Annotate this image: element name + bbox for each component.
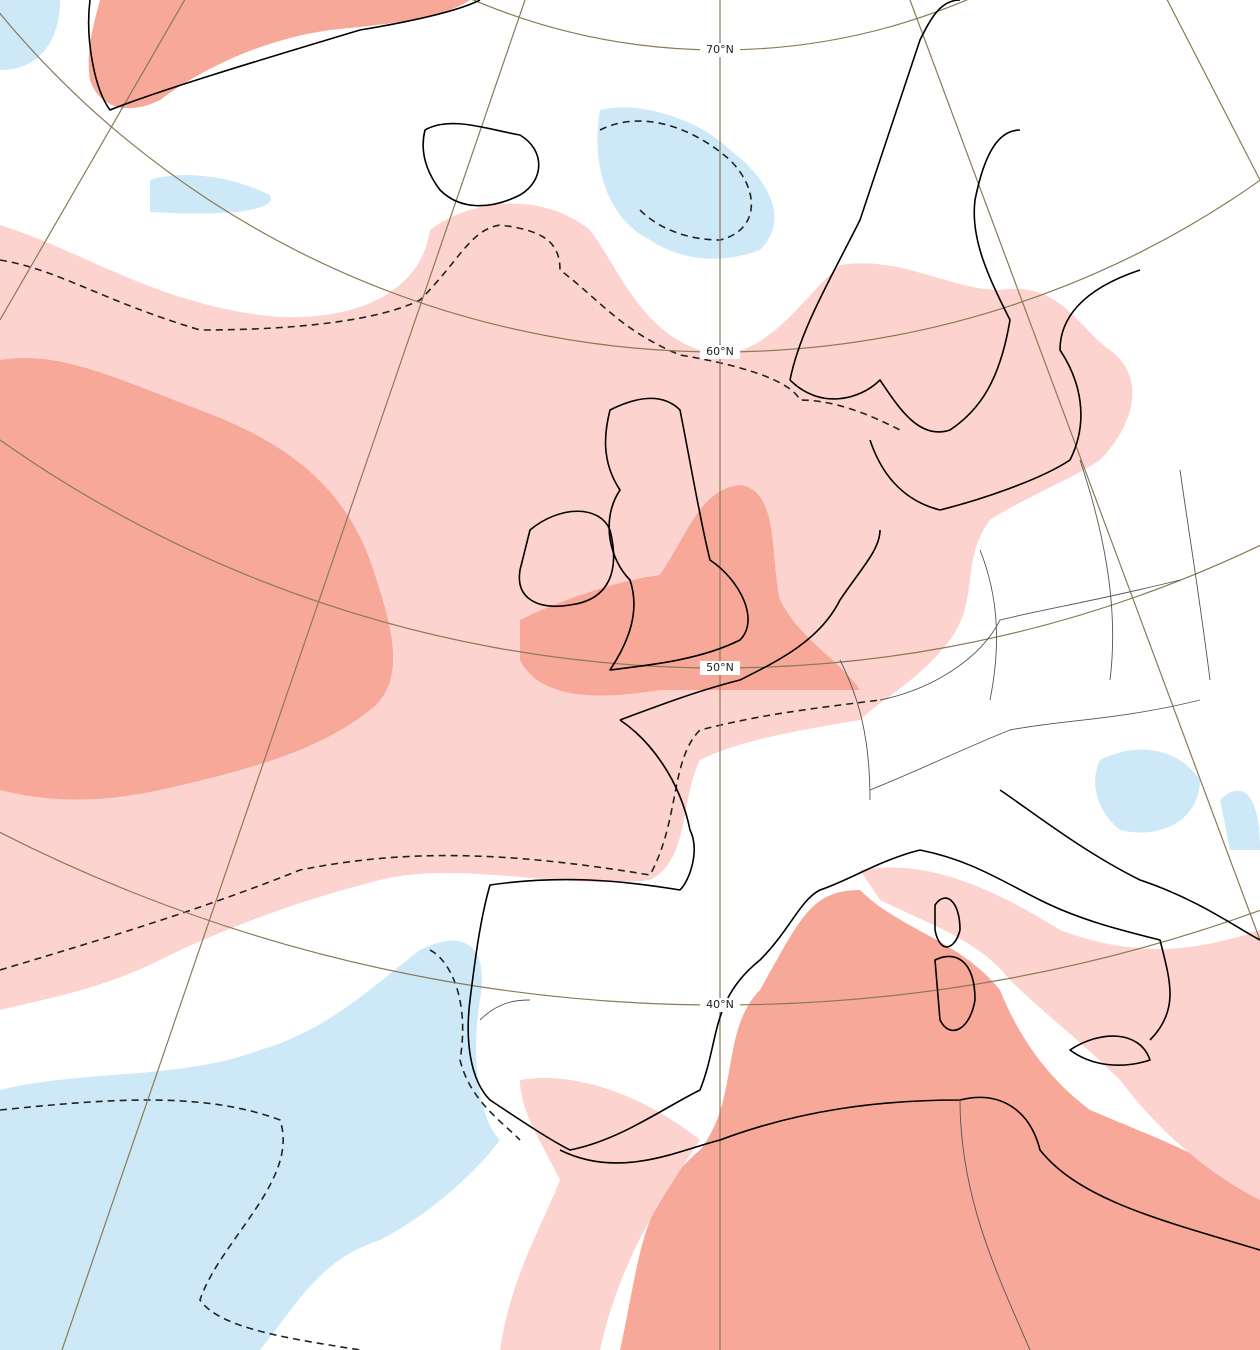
anomaly-area — [150, 175, 271, 214]
anomaly-area — [500, 1078, 700, 1350]
coastline — [789, 0, 1021, 433]
latitude-labels: 70°N 60°N 50°N 40°N — [700, 43, 740, 1012]
latitude-label: 50°N — [706, 661, 734, 674]
latitude-label: 60°N — [706, 345, 734, 358]
contour-line — [0, 1099, 361, 1350]
anomaly-area — [1095, 749, 1200, 833]
meridian — [909, 0, 1260, 941]
contour-line — [429, 949, 521, 1141]
anomaly-area — [0, 358, 394, 800]
border — [479, 459, 1211, 1350]
contour-line — [599, 120, 753, 241]
coastline — [919, 789, 1260, 1041]
anomaly-area — [0, 940, 500, 1350]
coastline — [559, 1096, 1260, 1251]
label-background — [700, 998, 740, 1012]
anomaly-area — [597, 107, 775, 259]
anomaly-area — [520, 485, 860, 696]
anomaly-area — [0, 0, 60, 70]
coastlines — [87, 0, 1260, 1251]
coastline — [467, 529, 921, 1151]
coastline — [87, 0, 481, 111]
meridian — [61, 0, 526, 1350]
latitude-label: 40°N — [706, 998, 734, 1011]
anomaly-area — [860, 867, 1260, 1200]
contours — [0, 120, 901, 1350]
coastline — [518, 510, 615, 607]
label-background — [700, 43, 740, 57]
coastline — [934, 897, 1151, 1066]
meridian — [1166, 0, 1260, 181]
coastline — [869, 269, 1141, 511]
label-background — [700, 345, 740, 359]
latitude-label: 70°N — [706, 43, 734, 56]
label-background — [700, 661, 740, 675]
contour-line — [0, 699, 881, 971]
meridian — [0, 0, 186, 321]
contour-line — [0, 224, 901, 431]
borders — [479, 459, 1211, 1350]
anomaly-area — [620, 890, 1260, 1350]
coastline — [604, 397, 749, 671]
coastline — [422, 122, 540, 207]
anomaly-area — [88, 0, 470, 109]
anomaly-area — [1220, 790, 1260, 850]
